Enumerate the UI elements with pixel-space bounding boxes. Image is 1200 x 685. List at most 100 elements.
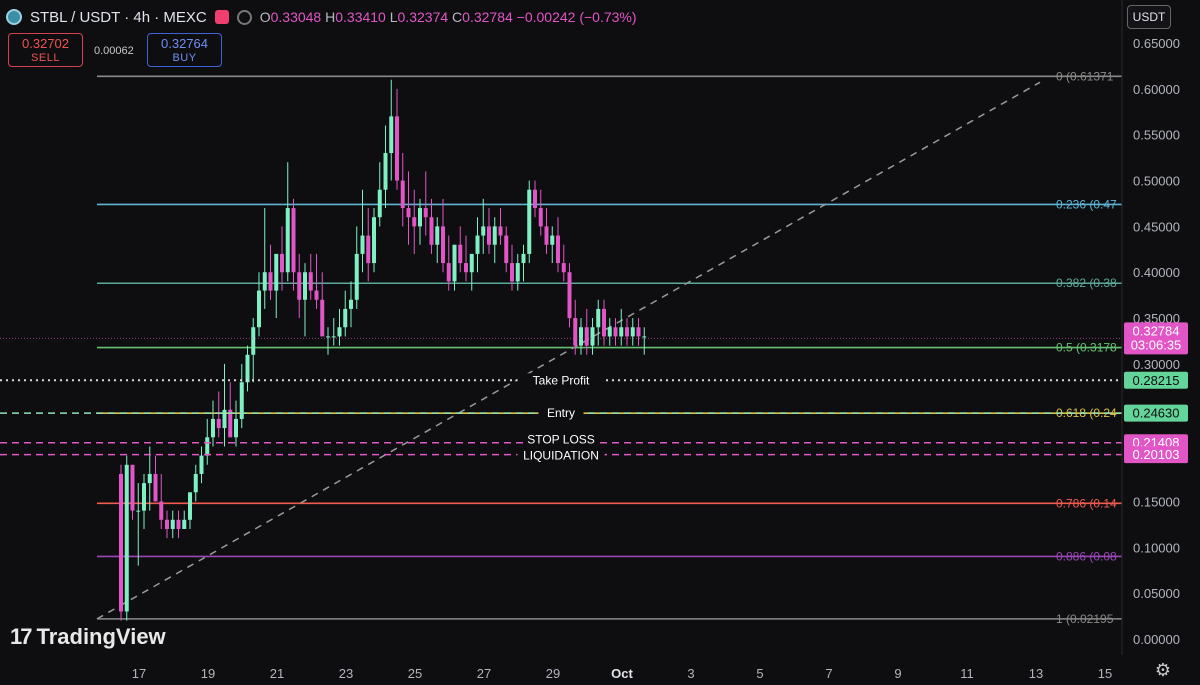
- red-square-icon[interactable]: [214, 10, 229, 24]
- candle-body: [124, 464, 129, 612]
- candle-body: [527, 189, 532, 254]
- candle-body: [389, 116, 394, 154]
- trade-price-badge: [1124, 446, 1188, 464]
- position-label-bg: [517, 373, 605, 387]
- candle-body: [377, 189, 382, 218]
- candle-body: [291, 208, 296, 273]
- high-label: H: [325, 9, 336, 25]
- candle-body: [228, 409, 233, 438]
- candle-body: [130, 464, 135, 511]
- candle-body: [262, 272, 267, 291]
- sell-label: SELL: [31, 52, 60, 64]
- price-tick-label: 0.55000: [1133, 128, 1180, 143]
- candle-body: [216, 418, 221, 429]
- fib-level-label: 0.382 (0.38: [1056, 276, 1117, 290]
- position-line-label: Take Profit: [533, 373, 590, 387]
- trade-price-badge-text: 0.24630: [1133, 406, 1180, 421]
- price-tick-label: 0.05000: [1133, 586, 1180, 601]
- candle-body: [297, 272, 302, 300]
- candle-body: [349, 299, 353, 309]
- open-label: O: [259, 9, 271, 25]
- time-tick-label: 23: [339, 666, 353, 681]
- candle-body: [193, 473, 198, 493]
- candle-body: [556, 235, 560, 264]
- time-tick-label: 3: [687, 666, 694, 681]
- candle-body: [372, 217, 376, 264]
- chart-header: STBL / USDT · 4h · MEXC O0.33048 H0.3341…: [6, 6, 637, 28]
- tradingview-brand[interactable]: 17 TradingView: [10, 624, 166, 650]
- candle-body: [418, 208, 422, 227]
- settings-icon[interactable]: ⚙: [1154, 660, 1172, 680]
- candle-body: [245, 354, 250, 383]
- candle-body: [199, 455, 204, 474]
- candle-body: [153, 473, 158, 502]
- candle-body: [533, 189, 537, 209]
- trade-price-badge-text: 0.20103: [1133, 447, 1180, 462]
- candle-body: [538, 208, 543, 227]
- candle-body: [544, 226, 549, 245]
- ohlc-readout: O0.33048 H0.33410 L0.32374 C0.32784 −0.0…: [260, 9, 637, 25]
- price-tick-label: 0.00000: [1133, 632, 1180, 647]
- candle-body: [314, 290, 319, 300]
- time-tick-label: 9: [894, 666, 901, 681]
- candle-body: [400, 180, 405, 209]
- candle-body: [602, 308, 606, 337]
- time-tick-label: 25: [408, 666, 422, 681]
- price-tick-label: 0.15000: [1133, 494, 1180, 509]
- candle-body: [561, 263, 566, 273]
- low-label: L: [389, 9, 398, 25]
- candle-body: [188, 492, 192, 520]
- candle-body: [147, 473, 152, 484]
- candle-body: [222, 409, 227, 429]
- candle-body: [320, 299, 325, 337]
- sell-button[interactable]: 0.32702 SELL: [8, 33, 83, 67]
- candle-body: [136, 510, 141, 512]
- candle-body: [607, 327, 612, 337]
- candle-body: [366, 235, 371, 264]
- currency-button[interactable]: USDT: [1127, 5, 1171, 29]
- candle-body: [257, 290, 261, 328]
- time-tick-label: 11: [960, 666, 974, 681]
- buy-button[interactable]: 0.32764 BUY: [147, 33, 222, 67]
- candle-body: [303, 272, 307, 300]
- candle-body: [268, 272, 273, 291]
- candle-body: [280, 253, 284, 273]
- fib-level-label: 0 (0.61371: [1056, 69, 1114, 83]
- candle-body: [613, 327, 618, 337]
- candle-body: [573, 318, 578, 346]
- price-tick-label: 0.35000: [1133, 311, 1180, 326]
- candle-body: [584, 327, 589, 346]
- candle-body: [475, 235, 480, 254]
- fib-level-label: 0.236 (0.47: [1056, 197, 1117, 211]
- candle-body: [550, 235, 555, 245]
- position-label-bg: [524, 432, 598, 446]
- candle-body: [274, 253, 279, 291]
- candle-body: [642, 336, 647, 338]
- time-tick-label: 5: [756, 666, 763, 681]
- sell-price: 0.32702: [22, 36, 69, 51]
- time-tick-label: Oct: [611, 666, 633, 681]
- price-tick-label: 0.60000: [1133, 82, 1180, 97]
- candle-body: [579, 327, 583, 346]
- price-tick-label: 0.50000: [1133, 174, 1180, 189]
- brand-name: TradingView: [36, 624, 166, 649]
- candle-body: [159, 501, 164, 520]
- candle-body: [435, 226, 440, 245]
- candle-body: [469, 253, 474, 273]
- buy-price: 0.32764: [161, 36, 208, 51]
- price-tick-label: 0.10000: [1133, 540, 1180, 555]
- candle-body: [211, 418, 215, 438]
- candle-body: [326, 336, 330, 338]
- candle-body: [515, 263, 520, 282]
- symbol-title[interactable]: STBL / USDT · 4h · MEXC: [30, 8, 207, 26]
- candle-body: [636, 327, 641, 337]
- candle-body: [308, 272, 313, 291]
- candle-body: [481, 226, 486, 236]
- candle-body: [285, 208, 290, 273]
- time-axis[interactable]: 17 19 21 23 25 27 29 Oct 3 5 7 9 11 13 15: [132, 666, 1112, 681]
- eye-icon[interactable]: [236, 9, 252, 25]
- candle-body: [441, 226, 445, 264]
- price-axis[interactable]: 0.65000 0.60000 0.55000 0.50000 0.45000 0.400…: [1121, 0, 1180, 655]
- time-tick-label: 7: [825, 666, 832, 681]
